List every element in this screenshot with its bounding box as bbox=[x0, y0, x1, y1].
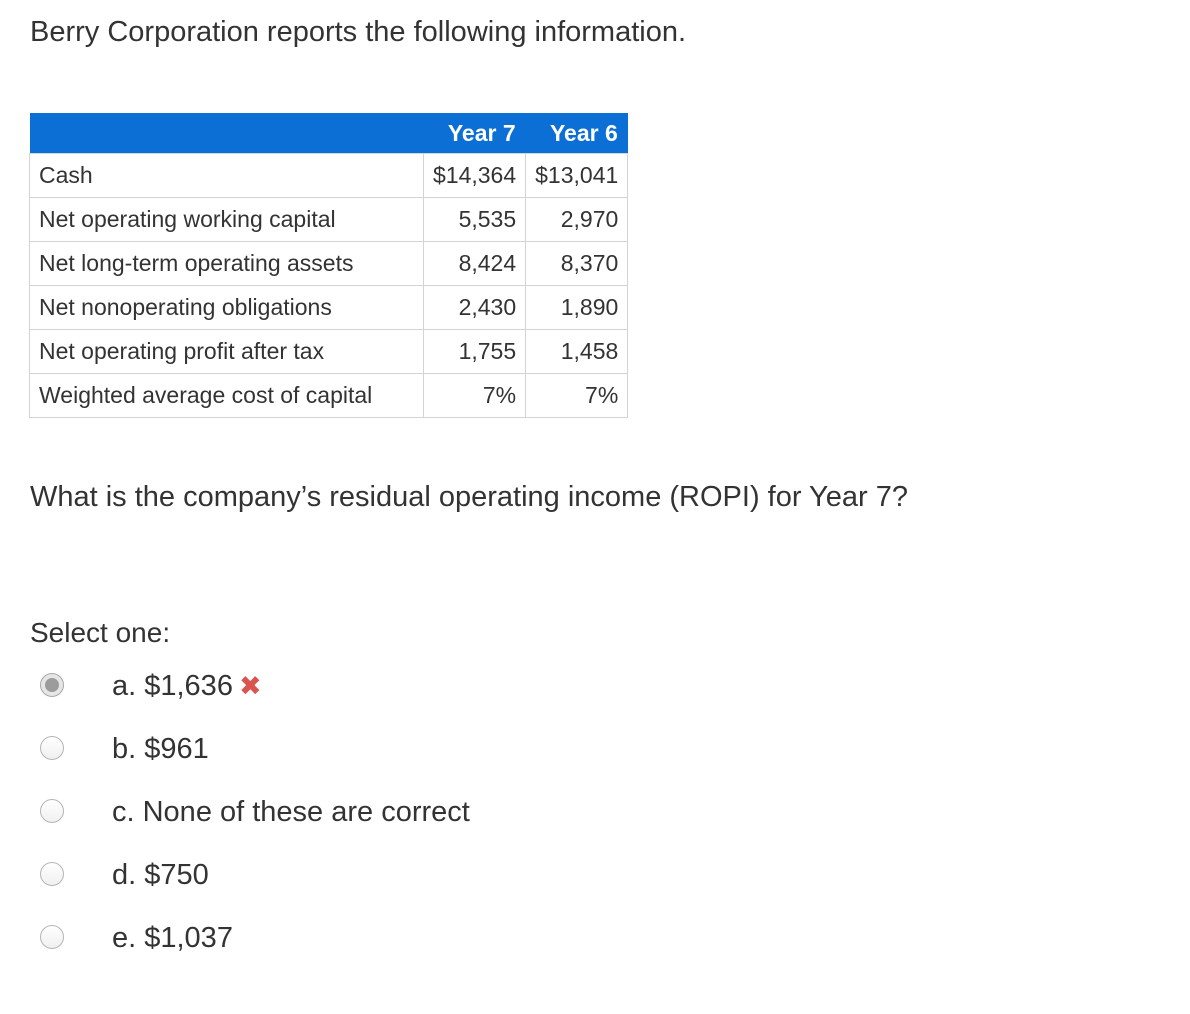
table-row: Net operating profit after tax 1,755 1,4… bbox=[29, 329, 629, 374]
intro-text: Berry Corporation reports the following … bbox=[30, 16, 687, 48]
header-cell-label bbox=[29, 113, 424, 154]
year6-value: 2,970 bbox=[525, 197, 629, 242]
year7-value: 2,430 bbox=[422, 285, 527, 330]
option-e-label[interactable]: e. $1,037 bbox=[112, 922, 233, 954]
row-label: Net long-term operating assets bbox=[29, 241, 424, 286]
option-b[interactable]: b. $961 bbox=[0, 730, 700, 770]
year7-value: 7% bbox=[422, 373, 527, 418]
question-text: What is the company’s residual operating… bbox=[30, 481, 908, 513]
radio-button-b[interactable] bbox=[40, 736, 64, 760]
year6-value: 8,370 bbox=[525, 241, 629, 286]
option-a[interactable]: a. $1,636 ✖ bbox=[0, 667, 700, 707]
year6-value: 1,458 bbox=[525, 329, 629, 374]
financial-table: Year 7 Year 6 Cash $14,364 $13,041 Net o… bbox=[29, 113, 629, 418]
year7-value: 8,424 bbox=[422, 241, 527, 286]
table-row: Net nonoperating obligations 2,430 1,890 bbox=[29, 285, 629, 330]
header-cell-year6: Year 6 bbox=[525, 113, 628, 154]
table-row: Cash $14,364 $13,041 bbox=[29, 153, 629, 198]
table-header-row: Year 7 Year 6 bbox=[29, 113, 628, 154]
row-label: Net nonoperating obligations bbox=[29, 285, 424, 330]
row-label: Cash bbox=[29, 153, 424, 198]
year6-value: $13,041 bbox=[525, 153, 629, 198]
radio-button-a[interactable] bbox=[40, 673, 64, 697]
year7-value: 1,755 bbox=[422, 329, 527, 374]
radio-button-d[interactable] bbox=[40, 862, 64, 886]
table-row: Net long-term operating assets 8,424 8,3… bbox=[29, 241, 629, 286]
radio-button-e[interactable] bbox=[40, 925, 64, 949]
option-c[interactable]: c. None of these are correct bbox=[0, 793, 700, 833]
row-label: Net operating working capital bbox=[29, 197, 424, 242]
table-row: Net operating working capital 5,535 2,97… bbox=[29, 197, 629, 242]
option-e[interactable]: e. $1,037 bbox=[0, 919, 700, 959]
header-cell-year7: Year 7 bbox=[423, 113, 526, 154]
year6-value: 7% bbox=[525, 373, 629, 418]
year6-value: 1,890 bbox=[525, 285, 629, 330]
option-b-label[interactable]: b. $961 bbox=[112, 733, 209, 765]
select-one-label: Select one: bbox=[30, 617, 171, 648]
row-label: Weighted average cost of capital bbox=[29, 373, 424, 418]
option-a-label[interactable]: a. $1,636 ✖ bbox=[112, 667, 262, 705]
incorrect-x-icon: ✖ bbox=[238, 671, 262, 701]
option-d[interactable]: d. $750 bbox=[0, 856, 700, 896]
radio-button-c[interactable] bbox=[40, 799, 64, 823]
option-d-label[interactable]: d. $750 bbox=[112, 859, 209, 891]
year7-value: $14,364 bbox=[422, 153, 527, 198]
year7-value: 5,535 bbox=[422, 197, 527, 242]
option-c-label[interactable]: c. None of these are correct bbox=[112, 796, 470, 828]
table-row: Weighted average cost of capital 7% 7% bbox=[29, 373, 629, 418]
option-a-text: a. $1,636 bbox=[112, 670, 233, 702]
row-label: Net operating profit after tax bbox=[29, 329, 424, 374]
